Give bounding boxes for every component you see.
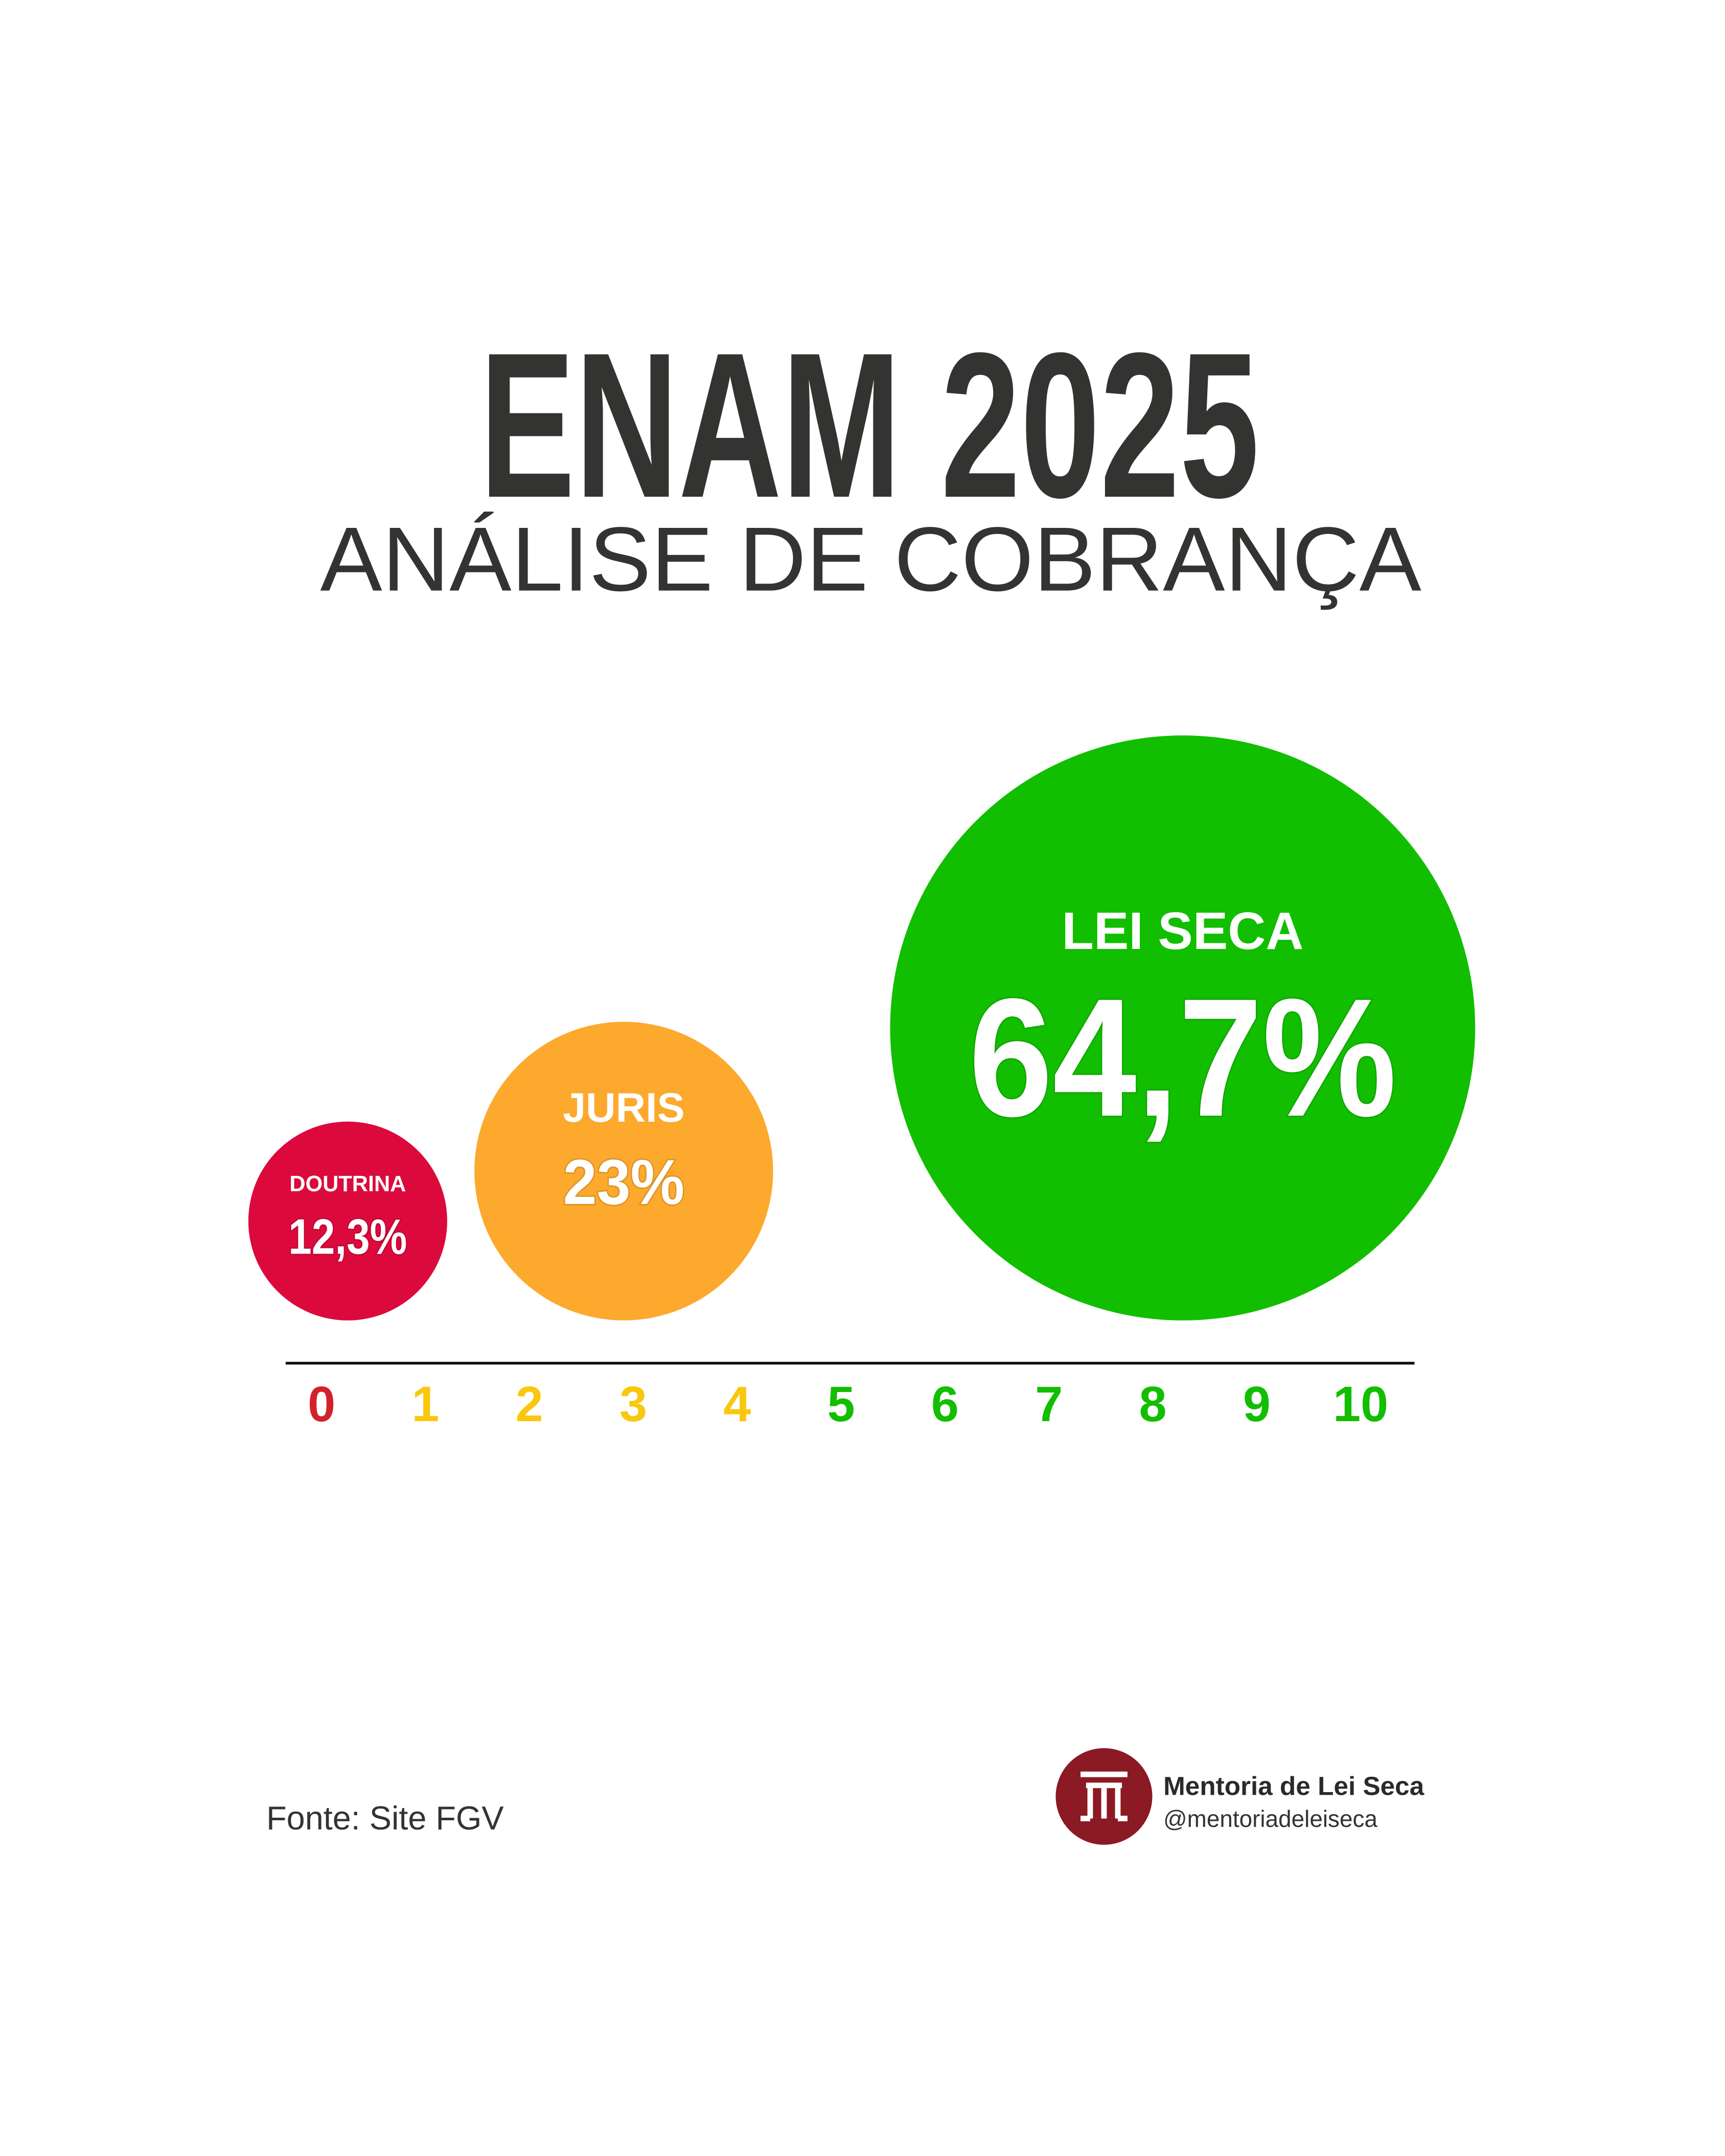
brand-icon — [1080, 1771, 1128, 1821]
x-tick-label: 4 — [723, 1376, 751, 1432]
bubble — [248, 1121, 447, 1320]
x-tick-label: 7 — [1035, 1376, 1063, 1432]
bubble-category: JURIS — [563, 1085, 685, 1131]
chart-area: 0 1 2 3 4 5 6 7 8 9 10 DOUTRINA 12,3% JURIS 23% LEI SEC… — [248, 735, 1476, 1432]
x-tick-label: 3 — [619, 1376, 647, 1432]
x-tick-label: 10 — [1333, 1376, 1388, 1432]
x-tick-label: 2 — [516, 1376, 543, 1432]
x-tick-label: 8 — [1139, 1376, 1167, 1432]
x-tick-label: 9 — [1243, 1376, 1271, 1432]
x-tick-label: 0 — [308, 1376, 335, 1432]
chart-title: ENAM 2025 — [479, 309, 1259, 541]
x-tick-label: 6 — [931, 1376, 959, 1432]
bubble-value-label: 23% — [563, 1147, 685, 1218]
x-tick-label: 5 — [827, 1376, 855, 1432]
bubble — [890, 735, 1476, 1320]
bubble-category: DOUTRINA — [289, 1172, 406, 1196]
brand-name: Mentoria de Lei Seca — [1163, 1772, 1424, 1801]
bubble-category: LEI SECA — [1062, 901, 1303, 960]
source: Fonte: Site FGV — [266, 1799, 503, 1837]
brand-handle: @mentoriadeleiseca — [1163, 1805, 1377, 1832]
bubble-value-label: 64,7% — [969, 963, 1396, 1151]
x-tick-label: 1 — [411, 1376, 439, 1432]
bubble-value-label: 12,3% — [288, 1209, 407, 1265]
chart-subtitle: ANÁLISE DE COBRANÇA — [320, 508, 1421, 610]
bubble — [474, 1022, 773, 1320]
